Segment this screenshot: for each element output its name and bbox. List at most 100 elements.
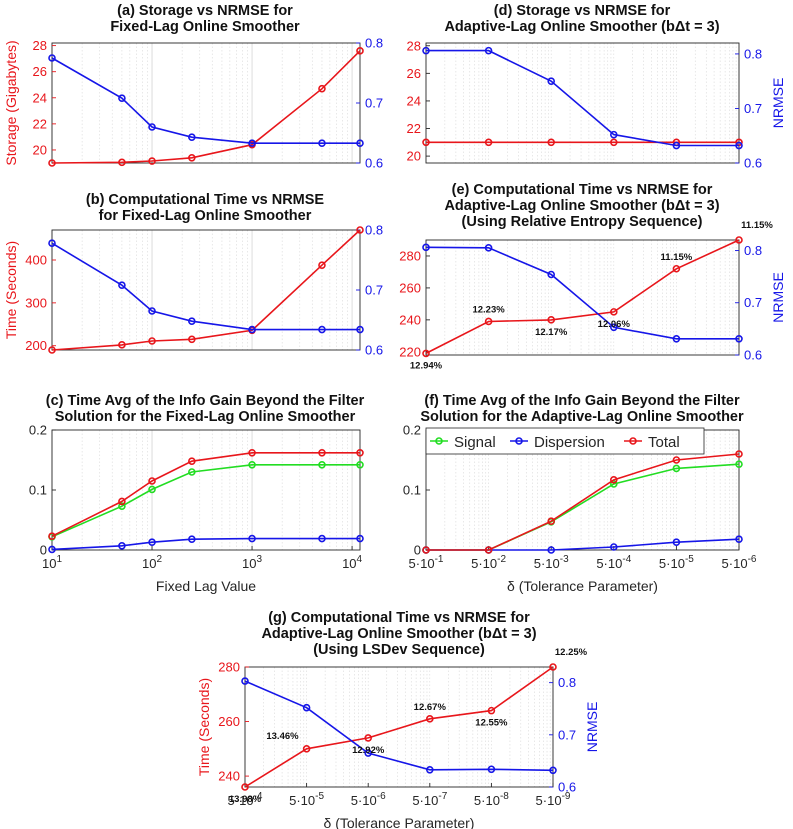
- y2-axis-label: NRMSE: [770, 272, 786, 323]
- y-tick-label: 26: [33, 64, 47, 79]
- y2-tick-label: 0.7: [744, 295, 762, 310]
- data-point: [609, 543, 618, 551]
- data-label: 11.15%: [741, 220, 773, 231]
- data-point: [609, 138, 618, 147]
- y2-tick-label: 0.6: [744, 348, 762, 363]
- data-point: [422, 243, 430, 252]
- x-tick-label: 5·10-7: [412, 791, 447, 808]
- data-point: [547, 546, 556, 554]
- x-axis-label: Fixed Lag Value: [156, 578, 256, 594]
- data-point: [318, 460, 326, 469]
- data-point: [118, 158, 126, 167]
- chart-b: 200 300 400 Time (Seconds) 0.6 0.7 0.8 (b) Comp…: [3, 192, 383, 358]
- series-line-time: [425, 239, 740, 355]
- data-label: 12.06%: [598, 319, 631, 330]
- data-point: [188, 335, 196, 344]
- x-tick-label: 104: [342, 554, 362, 571]
- series-line-nrmse: [51, 57, 360, 144]
- data-point: [672, 456, 681, 464]
- y2-tick-label: 0.8: [365, 223, 383, 238]
- data-point: [735, 141, 743, 150]
- x-tick-label: 5·10-5: [289, 791, 324, 808]
- chart-d: 20 22 24 26 28 0.6 0.7 0.8 NRMSE (d) Storage vs N…: [407, 3, 786, 171]
- data-label: 12.94%: [410, 360, 443, 371]
- y-tick-label: 280: [399, 248, 421, 263]
- x-axis-label: δ (Tolerance Parameter): [324, 815, 475, 829]
- chart-title: Solution for the Fixed-Lag Online Smooth…: [55, 409, 356, 425]
- chart-title: (e) Computational Time vs NRMSE for: [452, 182, 713, 198]
- chart-title: (f) Time Avg of the Info Gain Beyond the…: [424, 393, 740, 409]
- y2-tick-label: 0.7: [558, 727, 576, 742]
- y-tick-label: 400: [25, 253, 47, 268]
- data-point: [609, 475, 618, 484]
- chart-e: 220 240 260 280 0.6 0.7 0.8 NRMSE (e) Computatio…: [399, 182, 786, 371]
- data-point: [302, 703, 311, 712]
- chart-title: Solution for the Adaptive-Lag Online Smo…: [420, 409, 744, 425]
- y2-tick-label: 0.8: [365, 36, 383, 51]
- data-point: [356, 47, 364, 55]
- y-tick-label: 0: [40, 543, 47, 558]
- data-point: [364, 734, 373, 742]
- data-point: [48, 159, 56, 167]
- data-label: 13.46%: [266, 731, 299, 742]
- y-tick-label: 0: [414, 543, 421, 558]
- data-point: [735, 450, 743, 458]
- y2-tick-label: 0.6: [365, 343, 383, 358]
- data-point: [547, 138, 556, 147]
- chart-title: (a) Storage vs NRMSE for: [117, 3, 293, 19]
- y-tick-label: 300: [25, 295, 47, 310]
- data-point: [188, 153, 196, 162]
- data-point: [422, 138, 430, 147]
- data-point: [672, 538, 681, 547]
- data-point: [118, 341, 126, 349]
- plot-box: [51, 42, 361, 164]
- data-label: 12.25%: [555, 647, 588, 658]
- chart-g: 240 260 280 Time (Seconds) 0.6 0.7 0.8 NRMSE 5·1…: [196, 610, 600, 829]
- data-point: [241, 677, 249, 685]
- y2-tick-label: 0.8: [744, 46, 762, 61]
- data-point: [609, 480, 618, 488]
- legend-signal-label: Signal: [454, 434, 496, 451]
- series-line-dispersion: [426, 538, 740, 551]
- data-point: [248, 534, 256, 543]
- x-tick-label: 101: [42, 554, 62, 571]
- data-point: [118, 94, 126, 102]
- data-point: [549, 766, 557, 775]
- chart-title: Fixed-Lag Online Smoother: [110, 19, 300, 35]
- y2-tick-label: 0.6: [744, 156, 762, 171]
- data-point: [547, 517, 556, 526]
- data-point: [672, 464, 681, 473]
- data-point: [356, 534, 364, 543]
- data-point: [735, 334, 743, 343]
- y2-axis-label: NRMSE: [770, 78, 786, 129]
- y-tick-label: 22: [33, 116, 47, 131]
- data-label: 12.92%: [352, 745, 385, 756]
- data-point: [241, 783, 249, 791]
- x-tick-label: 5·10-4: [228, 791, 263, 808]
- chart-title: (d) Storage vs NRMSE for: [494, 3, 671, 19]
- chart-title: Adaptive-Lag Online Smoother (bΔt = 3): [444, 198, 719, 214]
- data-point: [735, 460, 743, 469]
- data-point: [248, 448, 256, 457]
- data-point: [356, 139, 364, 147]
- series-line-nrmse: [426, 49, 739, 147]
- data-point: [248, 139, 256, 147]
- legend-total-label: Total: [648, 434, 680, 451]
- x-tick-label: 5·10-5: [659, 554, 694, 571]
- x-tick-label: 5·10-9: [536, 791, 571, 808]
- plot-box: [51, 429, 361, 551]
- data-point: [318, 139, 326, 147]
- legend-dispersion-label: Dispersion: [534, 434, 605, 451]
- y-tick-label: 28: [407, 38, 421, 53]
- data-point: [425, 715, 434, 723]
- data-point: [422, 349, 430, 358]
- data-point: [547, 77, 556, 85]
- y2-tick-label: 0.7: [365, 96, 383, 111]
- series-line-time: [244, 666, 554, 788]
- data-label: 12.67%: [414, 702, 447, 713]
- data-point: [118, 497, 126, 506]
- data-point: [318, 325, 326, 334]
- series-line-dispersion: [51, 537, 360, 551]
- y-tick-label: 0.2: [403, 423, 421, 438]
- plot-box: [51, 229, 361, 351]
